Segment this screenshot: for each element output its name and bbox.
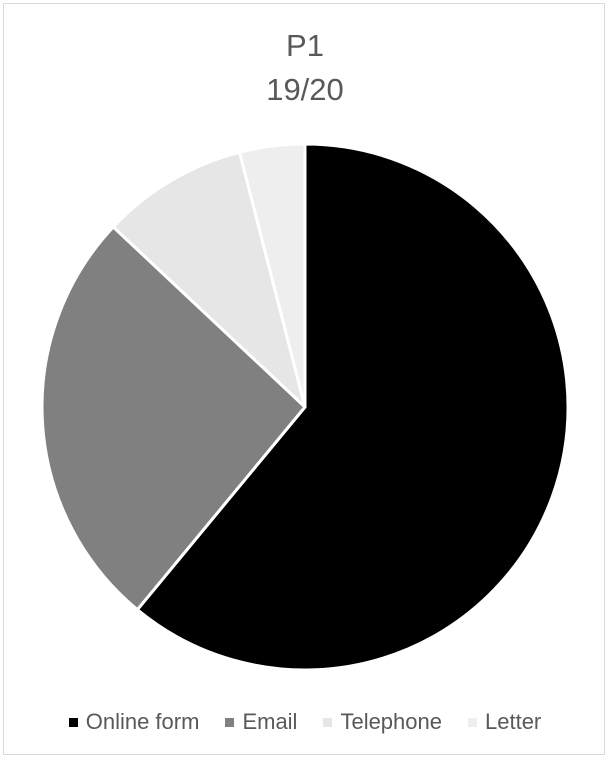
- pie-slice-online-form: [135, 142, 570, 672]
- legend-swatch: [225, 717, 235, 727]
- pie-slice-letter: [238, 142, 307, 409]
- chart-legend: Online form Email Telephone Letter: [0, 704, 610, 740]
- legend-label: Email: [242, 709, 298, 734]
- legend-swatch: [468, 717, 477, 727]
- chart-title-line-2: 19/20: [266, 72, 344, 107]
- legend-item-online-form: Online form: [68, 709, 200, 735]
- pie-slice-telephone: [111, 150, 307, 409]
- legend-label: Letter: [485, 709, 542, 734]
- legend-item-telephone: Telephone: [323, 709, 442, 735]
- legend-label: Telephone: [340, 709, 442, 734]
- legend-swatch: [68, 717, 78, 727]
- legend-label: Online form: [85, 709, 200, 734]
- pie-slice-email: [40, 225, 307, 612]
- legend-item-email: Email: [225, 709, 297, 735]
- legend-item-letter: Letter: [468, 709, 541, 735]
- legend-swatch: [323, 717, 333, 727]
- chart-title-line-1: P1: [286, 28, 324, 63]
